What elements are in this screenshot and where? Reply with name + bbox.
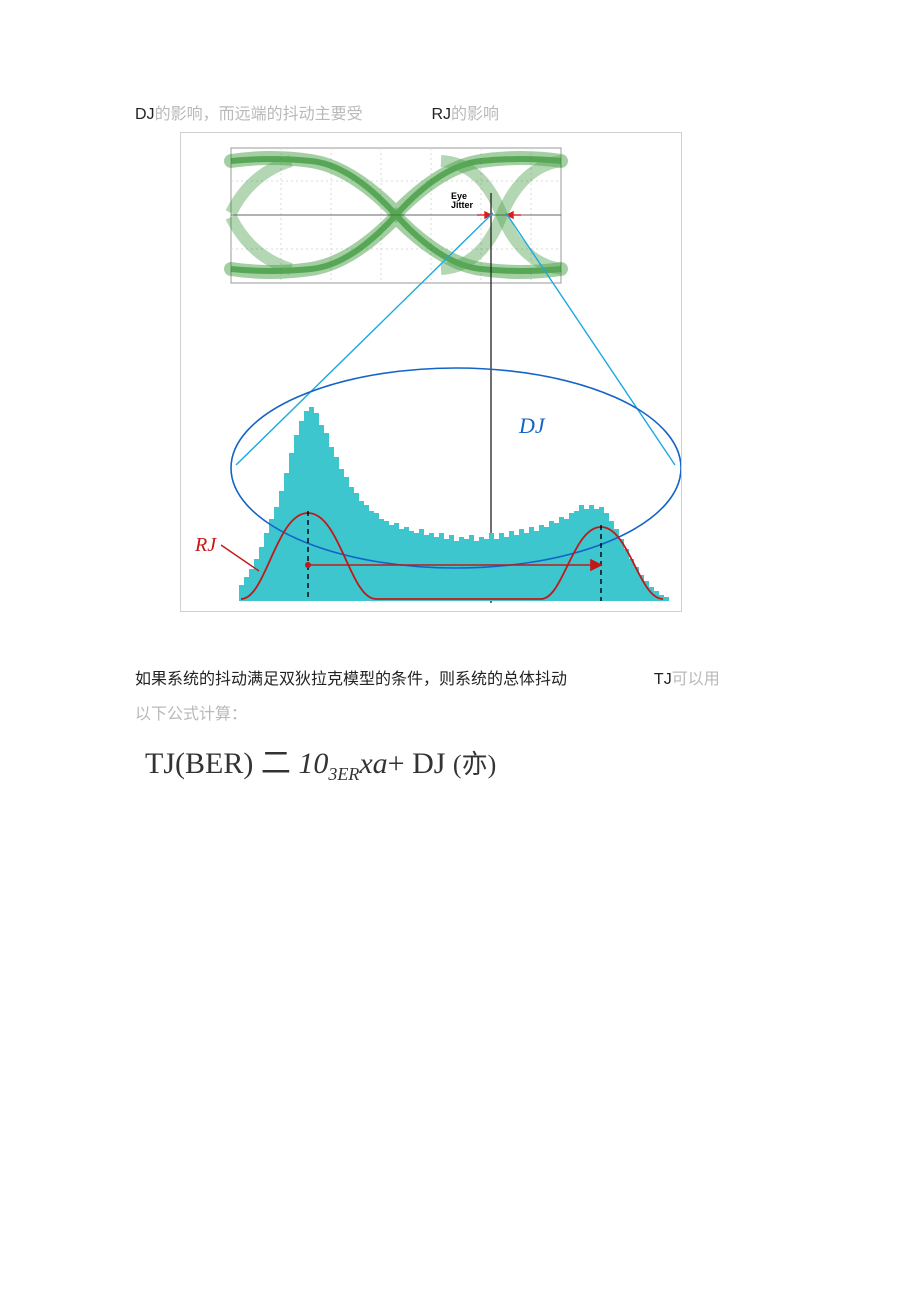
dj-abbr: DJ [135, 106, 155, 123]
para2-c: 可以用 [672, 671, 720, 688]
dj-label: DJ [518, 413, 546, 438]
tj-formula: TJ(BER) 二 103ERxa+ DJ (亦) [135, 738, 790, 785]
rj-abbr: RJ [431, 106, 451, 123]
formula-10: 10 [298, 747, 328, 780]
formula-yi: (亦) [453, 750, 496, 779]
intro-line: DJ的影响，而远端的抖动主要受 RJ的影响 [135, 100, 790, 124]
para2-d: 以下公式计算： [135, 706, 247, 723]
para2-a: 如果系统的抖动满足双狄拉克模型的条件，则系统的总体抖动 [135, 671, 567, 688]
intro-text-b: 的影响 [451, 106, 499, 123]
jitter-svg: Eye Jitter [181, 133, 681, 611]
rj-label: RJ [194, 534, 217, 556]
tj-abbr: TJ [654, 671, 672, 688]
paragraph-2: 如果系统的抖动满足双狄拉克模型的条件，则系统的总体抖动 TJ可以用 以下公式计算… [135, 662, 790, 732]
formula-xa: xa [359, 747, 387, 780]
formula-plus: + DJ [388, 747, 446, 780]
svg-text:Jitter: Jitter [451, 200, 474, 210]
formula-tj: TJ(BER) [145, 747, 253, 780]
formula-sub: 3ER [328, 764, 359, 784]
jitter-diagram: Eye Jitter [180, 132, 682, 612]
intro-text-a: 的影响，而远端的抖动主要受 [155, 106, 363, 123]
formula-eq: 二 [261, 747, 291, 780]
